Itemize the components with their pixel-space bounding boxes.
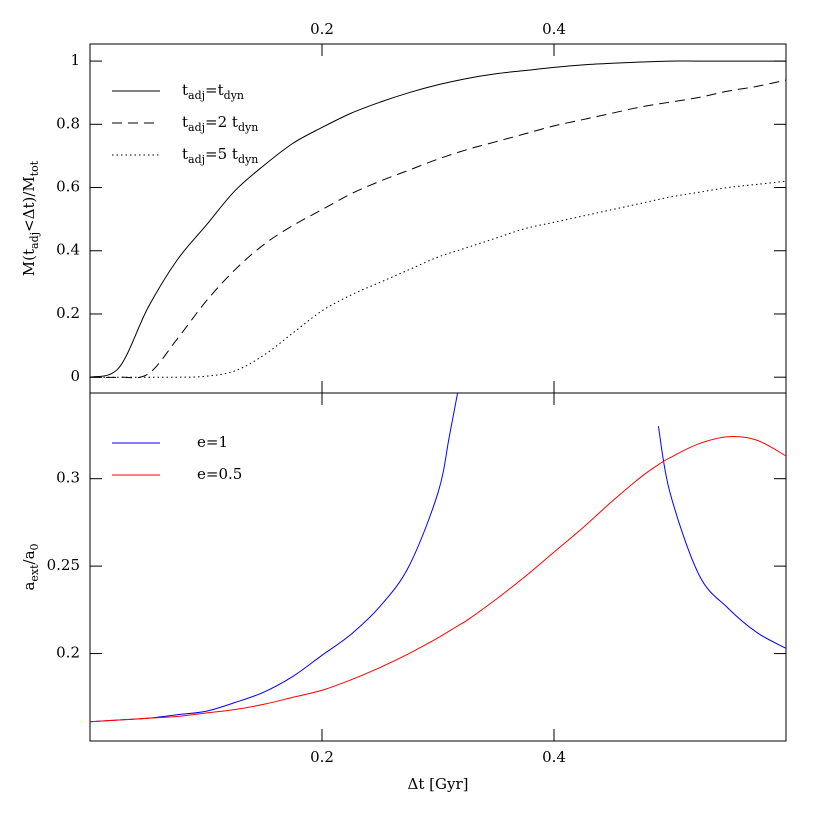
legend-label-part: adj (188, 89, 205, 102)
y-axis-label-part: ext (28, 564, 41, 582)
y-axis-label-part: adj (28, 232, 41, 249)
legend-label: tadj=5 tdyn (182, 145, 258, 166)
series-line (90, 436, 786, 723)
y-axis-label: aext/a0 (20, 543, 41, 590)
y-tick-label: 0 (70, 367, 80, 385)
series-line (90, 79, 786, 379)
y-tick-label: 0.8 (56, 114, 80, 132)
legend-label-part: =5 t (205, 145, 238, 163)
x-axis-label: Δt [Gyr] (408, 775, 469, 793)
y-axis-label: M(tadj<Δt)/Mtot (20, 160, 41, 276)
legend-label-part: =t (205, 81, 224, 99)
y-axis-label-part: 0 (28, 543, 41, 550)
y-axis-label-part: <Δt)/M (20, 176, 38, 232)
plot-frame (89, 392, 787, 742)
y-axis-label-part: a (20, 582, 38, 591)
y-tick-label: 0.2 (56, 644, 80, 662)
legend-label-part: dyn (224, 89, 244, 102)
legend-label-part: dyn (238, 121, 258, 134)
x-tick-label: 0.2 (310, 20, 334, 38)
y-tick-label: 0.6 (56, 178, 80, 196)
y-tick-label: 0.2 (56, 304, 80, 322)
legend-label-part: t (182, 81, 188, 99)
legend-label-part: =2 t (205, 113, 238, 131)
legend-label-part: e=1 (197, 433, 228, 451)
y-axis-label-part: tot (28, 160, 41, 176)
legend-label: e=0.5 (197, 465, 242, 483)
y-tick-label: 0.4 (56, 241, 80, 259)
legend-label: tadj=tdyn (182, 81, 244, 102)
y-axis-label-part: /a (20, 550, 38, 564)
legend-label-part: t (182, 145, 188, 163)
legend-label: e=1 (197, 433, 228, 451)
x-tick-label: 0.4 (542, 20, 566, 38)
legend-label-part: e=0.5 (197, 465, 242, 483)
y-axis-label-part: M(t (20, 249, 38, 276)
legend-label-part: dyn (238, 153, 258, 166)
legend-label-part: t (182, 113, 188, 131)
series-line (90, 393, 786, 723)
y-tick-label: 0.25 (47, 556, 80, 574)
y-tick-label: 0.3 (56, 469, 80, 487)
series-line (90, 60, 786, 378)
y-tick-label: 1 (70, 51, 80, 69)
x-tick-label: 0.4 (542, 748, 566, 766)
legend-label-part: adj (188, 153, 205, 166)
series-line (90, 180, 786, 378)
legend-label-part: adj (188, 121, 205, 134)
legend-label: tadj=2 tdyn (182, 113, 258, 134)
x-tick-label: 0.2 (310, 748, 334, 766)
